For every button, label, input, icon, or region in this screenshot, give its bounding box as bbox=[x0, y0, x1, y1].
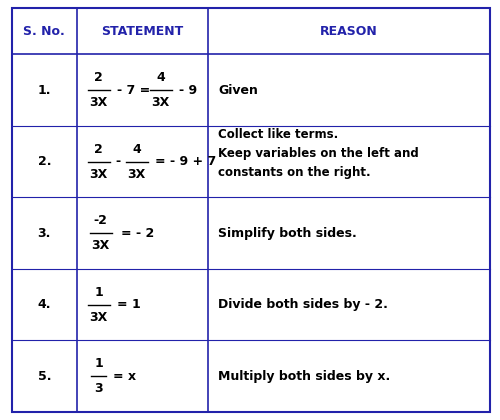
Text: Divide both sides by - 2.: Divide both sides by - 2. bbox=[218, 298, 388, 311]
Text: 3X: 3X bbox=[90, 168, 108, 181]
Text: 3X: 3X bbox=[90, 311, 108, 324]
Text: 2: 2 bbox=[94, 71, 103, 84]
Text: 2.: 2. bbox=[38, 155, 51, 168]
Text: STATEMENT: STATEMENT bbox=[101, 25, 184, 38]
Text: 3: 3 bbox=[94, 382, 103, 395]
Text: 4.: 4. bbox=[38, 298, 51, 311]
Text: REASON: REASON bbox=[320, 25, 378, 38]
Text: = - 9 + 7: = - 9 + 7 bbox=[154, 155, 216, 168]
Text: -2: -2 bbox=[94, 214, 108, 227]
Text: 3X: 3X bbox=[92, 239, 110, 252]
Text: 1: 1 bbox=[94, 357, 103, 370]
Text: = x: = x bbox=[112, 370, 136, 383]
Text: 2: 2 bbox=[94, 143, 103, 156]
Text: 1.: 1. bbox=[38, 84, 51, 97]
Text: Simplify both sides.: Simplify both sides. bbox=[218, 227, 356, 240]
Text: 1: 1 bbox=[94, 286, 103, 299]
Text: Multiply both sides by x.: Multiply both sides by x. bbox=[218, 370, 390, 383]
Text: 3.: 3. bbox=[38, 227, 51, 240]
Text: 3X: 3X bbox=[152, 96, 170, 109]
Text: 3X: 3X bbox=[90, 96, 108, 109]
Text: = - 2: = - 2 bbox=[120, 227, 154, 240]
Text: Collect like terms.
Keep variables on the left and
constants on the right.: Collect like terms. Keep variables on th… bbox=[218, 128, 418, 179]
Text: S. No.: S. No. bbox=[24, 25, 65, 38]
Text: - 9: - 9 bbox=[178, 84, 196, 97]
Text: 3X: 3X bbox=[128, 168, 146, 181]
Text: - 7 =: - 7 = bbox=[116, 84, 150, 97]
Text: = 1: = 1 bbox=[116, 298, 140, 311]
Text: 4: 4 bbox=[156, 71, 165, 84]
Text: Given: Given bbox=[218, 84, 258, 97]
Text: 5.: 5. bbox=[38, 370, 51, 383]
Text: -: - bbox=[116, 155, 120, 168]
Text: 4: 4 bbox=[132, 143, 141, 156]
